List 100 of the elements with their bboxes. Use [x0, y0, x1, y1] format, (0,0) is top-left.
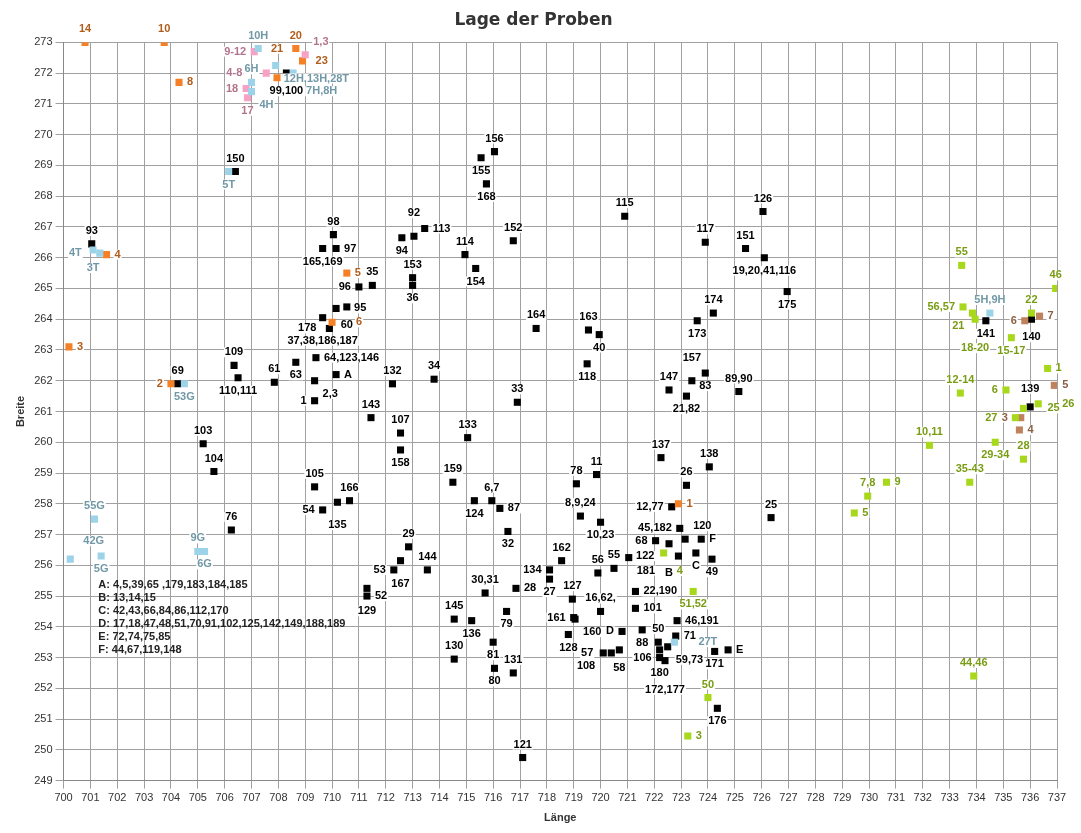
point [65, 343, 73, 351]
annotation: 53 [373, 562, 386, 575]
annotation: 124 [465, 506, 485, 519]
annotation: 69 [171, 363, 184, 376]
point [925, 441, 933, 449]
y-tick-label: 269 [34, 158, 53, 171]
annotation: 59,73 [675, 652, 704, 665]
annotation: 26 [1062, 396, 1075, 409]
point [882, 478, 891, 486]
annotation: 144 [418, 549, 438, 562]
point [343, 269, 351, 277]
annotation: 152 [504, 220, 523, 233]
annotation: 139 [1020, 381, 1040, 394]
point [660, 549, 668, 557]
annotation: 126 [753, 191, 773, 204]
annotation: B [665, 565, 674, 578]
annotation: 56 [591, 553, 604, 566]
y-tick-label: 252 [34, 681, 53, 694]
point [864, 492, 872, 500]
annotation: 29-34 [981, 448, 1011, 461]
annotation: 42G [83, 534, 105, 547]
annotation: 64,123,146 [323, 350, 379, 363]
y-tick-label: 264 [34, 312, 53, 325]
annotation: 10 [158, 22, 171, 35]
annotation: 7H,8H [306, 84, 338, 97]
x-tick-label: 719 [564, 791, 583, 804]
x-tick-label: 718 [537, 791, 557, 804]
annotation: 71 [683, 629, 696, 642]
point [1036, 312, 1044, 320]
annotation: 50 [701, 677, 715, 690]
annotation: 9 [894, 475, 901, 488]
annotation: B: 13,14,15 [98, 591, 156, 604]
annotation: 165,169 [302, 254, 343, 267]
x-tick-label: 717 [510, 791, 530, 804]
annotation: 33 [511, 382, 524, 395]
annotation: 164 [526, 308, 547, 321]
y-tick-label: 251 [34, 712, 53, 725]
annotation: 96 [338, 279, 351, 292]
point [273, 74, 281, 82]
annotation: 129 [357, 604, 377, 617]
y-tick-label: 250 [34, 742, 53, 755]
annotation: 166 [340, 480, 359, 493]
annotation: 27T [698, 635, 718, 648]
annotation: 26 [680, 465, 693, 478]
annotation: 18 [225, 81, 239, 94]
y-tick-label: 261 [34, 404, 53, 417]
annotation: 9-12 [224, 44, 247, 57]
annotation: 4H [259, 97, 274, 110]
annotation: 76 [225, 509, 238, 522]
annotation: 1 [686, 496, 693, 509]
annotation: 34 [427, 359, 442, 372]
annotation: 5T [222, 177, 236, 190]
annotation: 97 [344, 241, 357, 254]
point [959, 303, 967, 311]
annotation: 94 [395, 243, 409, 256]
annotation: 35 [366, 265, 379, 278]
point [704, 694, 712, 702]
annotation: 78 [570, 463, 583, 476]
annotation: 3 [695, 729, 702, 742]
point [292, 45, 300, 53]
annotation: 160 [583, 625, 602, 638]
annotation: 103 [194, 423, 213, 436]
point [850, 509, 858, 517]
annotation: 5 [354, 266, 361, 279]
annotation: 180 [650, 665, 669, 678]
x-tick-label: 715 [457, 791, 476, 804]
annotation: 155 [471, 163, 491, 176]
annotation: 10,23 [586, 528, 615, 541]
annotation: 6G [197, 557, 212, 570]
annotation: 37,38,186,187 [287, 333, 358, 346]
annotation: 29 [402, 526, 415, 539]
annotation: 53G [173, 389, 195, 402]
annotation: 161 [547, 610, 566, 623]
annotation: 140 [1022, 330, 1041, 343]
point [194, 547, 202, 555]
point [971, 315, 979, 323]
annotation: 1,3 [313, 34, 329, 47]
annotation: 27 [543, 585, 556, 598]
annotation: 21,82 [672, 402, 701, 415]
point [328, 318, 336, 326]
annotation: 79 [500, 617, 513, 630]
point [958, 261, 966, 269]
x-tick-label: 734 [967, 791, 986, 804]
annotation: D: 17,18,47,48,51,70,91,102,125,142,149,188,189 [98, 617, 346, 630]
x-tick-label: 700 [54, 791, 73, 804]
point [1007, 334, 1015, 342]
annotation: 22 [1025, 293, 1038, 306]
annotation: 14 [78, 22, 93, 35]
annotation: 147 [659, 370, 679, 382]
annotation: 104 [204, 451, 224, 464]
chart-title: Lage der Proben [454, 8, 613, 29]
annotation: 135 [328, 518, 347, 531]
point [247, 78, 256, 86]
point [1027, 309, 1036, 317]
x-tick-label: 737 [1047, 791, 1067, 804]
annotation: 105 [305, 466, 324, 479]
annotation: 109 [224, 345, 244, 358]
x-tick-label: 722 [645, 791, 664, 804]
x-tick-label: 709 [296, 791, 315, 804]
annotation: 1 [300, 393, 307, 406]
